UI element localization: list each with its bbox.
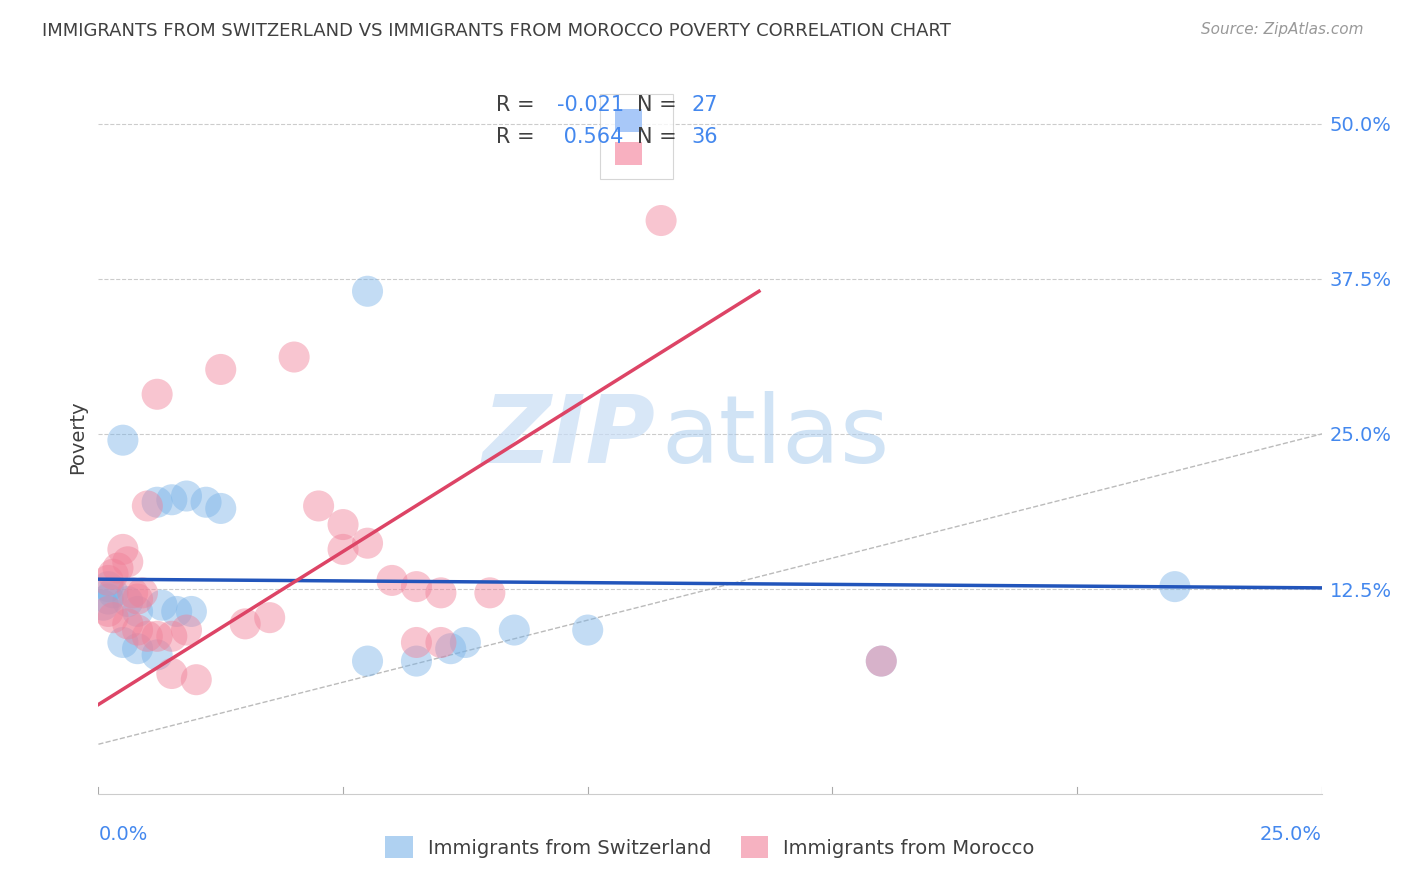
- Point: [150, 599, 173, 613]
- Point: [111, 542, 134, 557]
- Point: [308, 499, 330, 513]
- Point: [97, 574, 120, 588]
- Point: [405, 580, 427, 594]
- Point: [117, 594, 139, 608]
- Point: [111, 635, 134, 649]
- Text: 36: 36: [692, 128, 718, 147]
- Point: [97, 604, 120, 618]
- Point: [186, 673, 208, 687]
- Point: [160, 492, 183, 507]
- Point: [195, 495, 218, 509]
- Point: [166, 604, 188, 618]
- Point: [650, 213, 672, 227]
- Point: [117, 555, 139, 569]
- Point: [283, 350, 305, 364]
- Y-axis label: Poverty: Poverty: [69, 401, 87, 474]
- Point: [870, 654, 893, 668]
- Point: [101, 610, 124, 624]
- Point: [160, 666, 183, 681]
- Point: [146, 387, 169, 401]
- Point: [503, 623, 526, 637]
- Point: [870, 654, 893, 668]
- Text: R =: R =: [496, 95, 534, 115]
- Text: 27: 27: [692, 95, 718, 115]
- Point: [121, 586, 143, 600]
- Point: [131, 586, 153, 600]
- Text: R =: R =: [496, 128, 534, 147]
- Point: [332, 542, 354, 557]
- Point: [430, 586, 453, 600]
- Point: [146, 495, 169, 509]
- Point: [356, 536, 378, 550]
- Point: [127, 604, 149, 618]
- Point: [160, 629, 183, 643]
- Point: [405, 654, 427, 668]
- Point: [176, 623, 198, 637]
- Point: [101, 567, 124, 582]
- Point: [127, 623, 149, 637]
- Text: N =: N =: [637, 95, 676, 115]
- Point: [356, 654, 378, 668]
- Point: [454, 635, 477, 649]
- Text: N =: N =: [637, 128, 676, 147]
- Point: [576, 623, 599, 637]
- Point: [233, 616, 256, 631]
- Point: [127, 592, 149, 607]
- Point: [91, 599, 114, 613]
- Text: 25.0%: 25.0%: [1260, 825, 1322, 844]
- Point: [180, 604, 202, 618]
- Point: [136, 629, 159, 643]
- Point: [209, 362, 232, 376]
- Point: [356, 285, 378, 299]
- Point: [381, 574, 404, 588]
- Text: 0.564: 0.564: [557, 128, 623, 147]
- Point: [97, 580, 120, 594]
- Point: [97, 592, 120, 607]
- Point: [209, 501, 232, 516]
- Text: IMMIGRANTS FROM SWITZERLAND VS IMMIGRANTS FROM MOROCCO POVERTY CORRELATION CHART: IMMIGRANTS FROM SWITZERLAND VS IMMIGRANT…: [42, 22, 950, 40]
- Point: [136, 499, 159, 513]
- Point: [146, 648, 169, 662]
- Legend: , : ,: [600, 95, 673, 179]
- Point: [176, 489, 198, 503]
- Point: [259, 610, 281, 624]
- Point: [117, 616, 139, 631]
- Text: 0.0%: 0.0%: [98, 825, 148, 844]
- Point: [127, 641, 149, 656]
- Text: atlas: atlas: [661, 391, 890, 483]
- Text: -0.021: -0.021: [557, 95, 624, 115]
- Point: [146, 629, 169, 643]
- Point: [430, 635, 453, 649]
- Text: Source: ZipAtlas.com: Source: ZipAtlas.com: [1201, 22, 1364, 37]
- Point: [107, 561, 129, 575]
- Point: [332, 517, 354, 532]
- Point: [101, 586, 124, 600]
- Text: ZIP: ZIP: [482, 391, 655, 483]
- Point: [405, 635, 427, 649]
- Point: [440, 641, 463, 656]
- Point: [478, 586, 501, 600]
- Point: [111, 433, 134, 447]
- Point: [1164, 580, 1187, 594]
